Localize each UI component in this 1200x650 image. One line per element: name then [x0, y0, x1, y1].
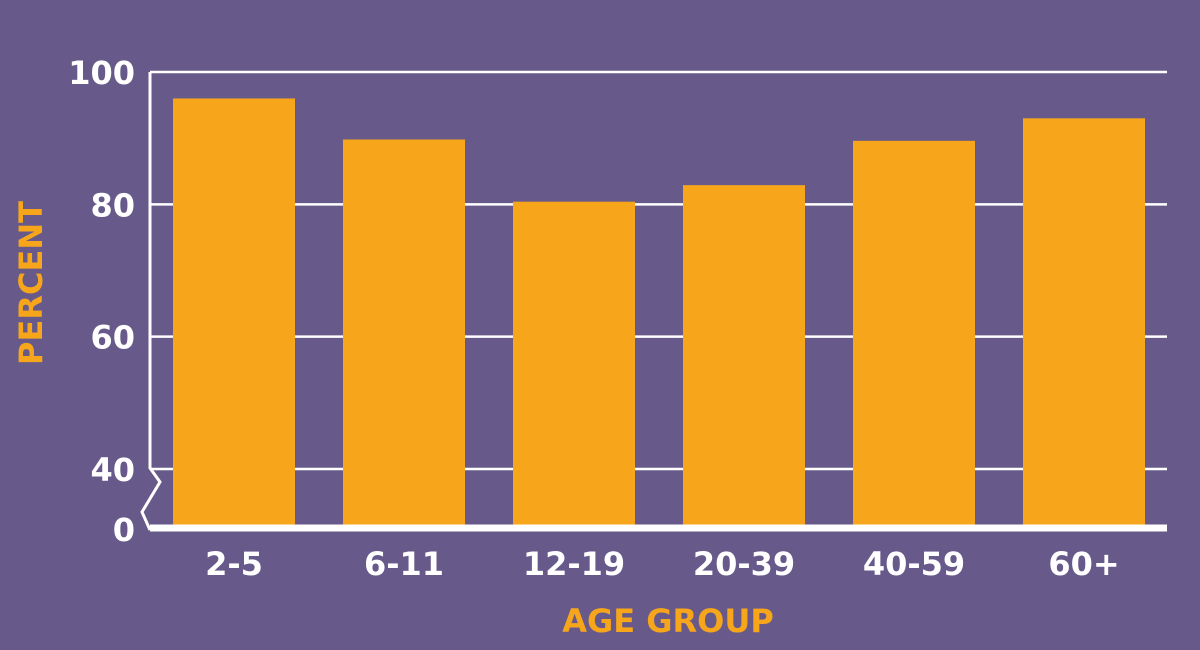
y-tick-label-0: 0 [113, 511, 135, 549]
x-axis-title: AGE GROUP [562, 602, 774, 640]
bar-40-59 [853, 140, 975, 527]
x-tick-labels: 2-5 6-11 12-19 20-39 40-59 60+ [205, 545, 1120, 583]
bar-20-39 [683, 185, 805, 527]
y-tick-label-100: 100 [68, 54, 135, 92]
y-tick-label-80: 80 [90, 186, 135, 224]
x-tick-label-60+: 60+ [1048, 545, 1119, 583]
x-tick-label-2-5: 2-5 [205, 545, 263, 583]
y-tick-label-60: 60 [90, 319, 135, 357]
bars [173, 98, 1145, 528]
y-tick-labels: 100 80 60 40 0 [68, 54, 135, 549]
y-axis-title: PERCENT [12, 201, 50, 365]
x-tick-label-6-11: 6-11 [364, 545, 444, 583]
y-tick-label-40: 40 [90, 451, 135, 489]
bar-60+ [1023, 118, 1145, 528]
x-tick-label-20-39: 20-39 [693, 545, 795, 583]
bar-2-5 [173, 98, 295, 527]
bar-6-11 [343, 139, 465, 528]
bar-12-19 [513, 201, 635, 528]
x-tick-label-40-59: 40-59 [863, 545, 965, 583]
axes [140, 72, 1167, 532]
gridlines [150, 70, 1167, 471]
x-tick-label-12-19: 12-19 [523, 545, 625, 583]
y-axis-line [140, 72, 162, 531]
